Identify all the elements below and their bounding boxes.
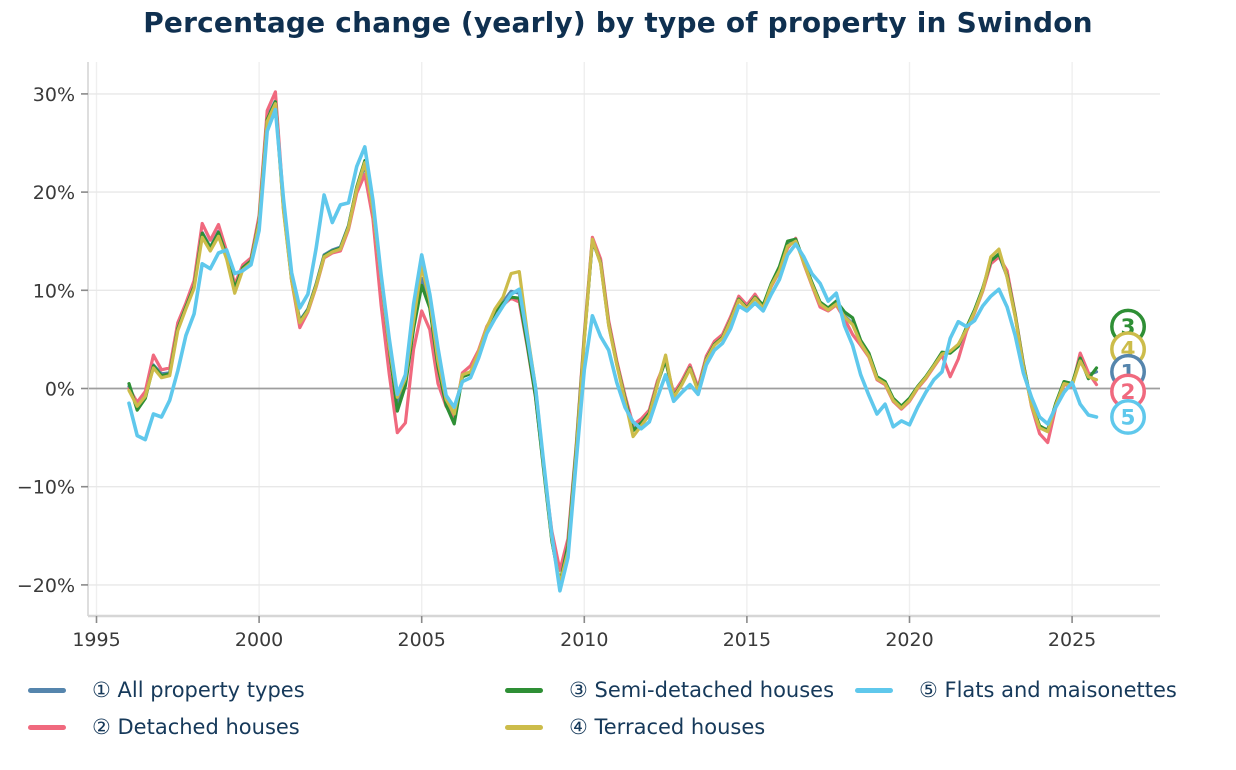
legend-item-flats-and-maisonettes: ⑤ Flats and maisonettes	[855, 676, 1218, 704]
chart-title: Percentage change (yearly) by type of pr…	[143, 6, 1093, 39]
y-tick-label: 0%	[45, 379, 75, 401]
legend-label-semi-detached-houses: ③ Semi-detached houses	[569, 678, 835, 702]
chart-area: 30% 20% 10% 0% −10% −20% 1995 2000 2005 2010 2015 2…	[17, 62, 1160, 651]
y-tick-label: 10%	[33, 280, 75, 302]
legend-swatch-detached-houses-icon	[28, 724, 66, 730]
end-marker-digit-2: 2	[1121, 380, 1136, 405]
y-tick-label: −10%	[17, 477, 75, 499]
x-tick-label: 1995	[72, 629, 120, 651]
legend-swatch-all-property-types-icon	[28, 687, 66, 693]
y-tick-label: 20%	[33, 182, 75, 204]
end-marker-digit-5: 5	[1121, 405, 1136, 430]
series-line-flats-and-maisonettes	[127, 107, 1099, 593]
x-tick-label: 2025	[1048, 629, 1096, 651]
legend-label-all-property-types: ① All property types	[92, 678, 305, 702]
legend-label-detached-houses: ② Detached houses	[92, 715, 300, 739]
y-tick-label: −20%	[17, 575, 75, 597]
series-line-detached-houses	[127, 90, 1099, 572]
end-marker-circle-5	[1110, 399, 1146, 435]
line-chart: 30% 20% 10% 0% −10% −20% 1995 2000 2005 2010 2015 2…	[17, 62, 1160, 651]
x-tick-label: 2015	[723, 629, 771, 651]
x-tick-label: 2000	[235, 629, 283, 651]
legend-swatch-flats-and-maisonettes-icon	[855, 687, 893, 693]
legend-swatch-terraced-houses-icon	[505, 724, 543, 730]
x-tick-label: 2020	[885, 629, 933, 651]
x-tick-label: 2010	[560, 629, 608, 651]
x-tick-label: 2005	[398, 629, 446, 651]
series-line-terraced-houses	[127, 102, 1099, 586]
chart-legend: ① All property types ② Detached houses ③…	[28, 676, 1218, 741]
legend-item-semi-detached-houses: ③ Semi-detached houses	[505, 676, 855, 704]
legend-swatch-semi-detached-houses-icon	[505, 687, 543, 693]
y-tick-label: 30%	[33, 84, 75, 106]
legend-label-terraced-houses: ④ Terraced houses	[569, 715, 766, 739]
legend-item-terraced-houses: ④ Terraced houses	[505, 713, 855, 741]
legend-item-all-property-types: ① All property types	[28, 676, 505, 704]
legend-label-flats-and-maisonettes: ⑤ Flats and maisonettes	[919, 678, 1177, 702]
legend-item-detached-houses: ② Detached houses	[28, 713, 505, 741]
